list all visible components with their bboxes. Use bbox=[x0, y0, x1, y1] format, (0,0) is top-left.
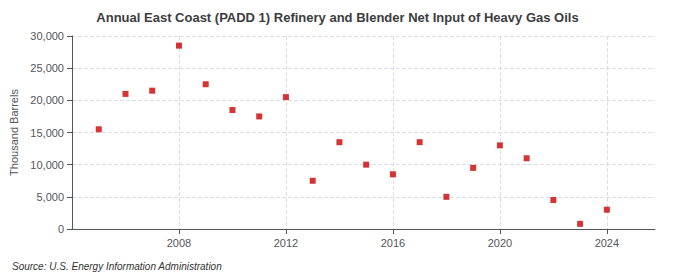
svg-text:Annual East Coast (PADD 1) Ref: Annual East Coast (PADD 1) Refinery and … bbox=[96, 10, 578, 25]
svg-text:2008: 2008 bbox=[167, 237, 191, 249]
svg-text:15,000: 15,000 bbox=[30, 127, 64, 139]
svg-text:Source: U.S. Energy Informatio: Source: U.S. Energy Information Administ… bbox=[12, 261, 222, 272]
svg-text:2012: 2012 bbox=[274, 237, 298, 249]
svg-text:2020: 2020 bbox=[488, 237, 512, 249]
svg-text:25,000: 25,000 bbox=[30, 62, 64, 74]
svg-text:30,000: 30,000 bbox=[30, 30, 64, 42]
svg-text:Thousand Barrels: Thousand Barrels bbox=[8, 89, 20, 176]
svg-text:5,000: 5,000 bbox=[36, 191, 64, 203]
svg-text:0: 0 bbox=[58, 223, 64, 235]
svg-text:2016: 2016 bbox=[381, 237, 405, 249]
svg-text:2024: 2024 bbox=[595, 237, 619, 249]
svg-text:10,000: 10,000 bbox=[30, 159, 64, 171]
svg-text:20,000: 20,000 bbox=[30, 94, 64, 106]
